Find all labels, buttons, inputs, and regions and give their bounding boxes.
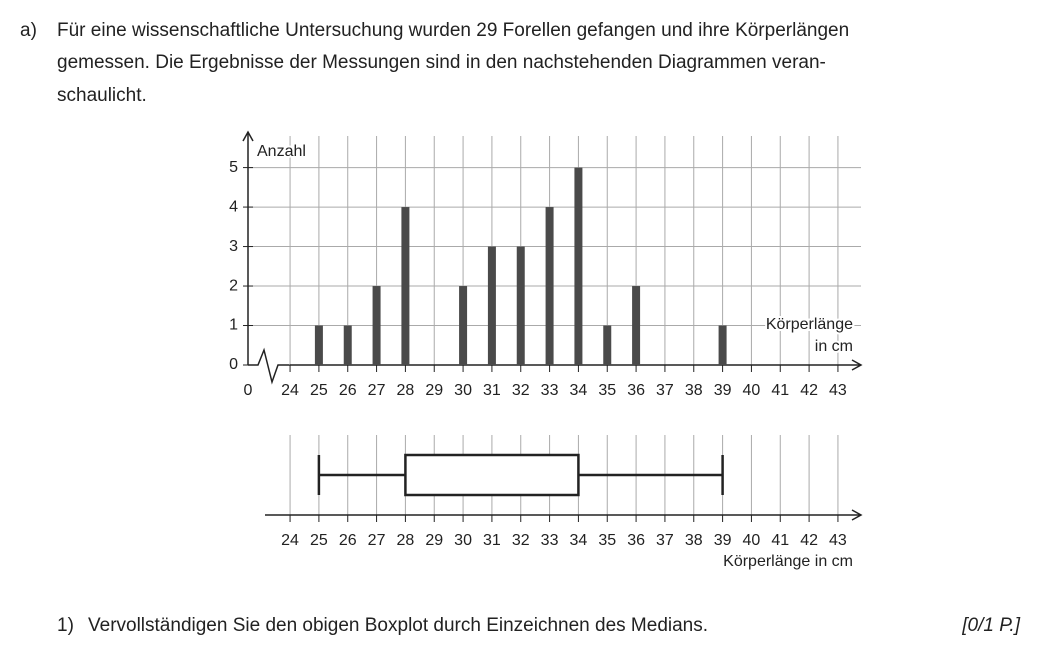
bar <box>574 167 583 365</box>
x-tick-label: 42 <box>800 532 818 549</box>
x-tick-label: 38 <box>685 382 703 399</box>
x-tick-label: 31 <box>483 532 501 549</box>
y-tick-label: 0 <box>229 356 238 373</box>
x-tick-label: 24 <box>281 382 299 399</box>
x-tick-label: 25 <box>310 382 328 399</box>
x-tick-label: 32 <box>512 532 530 549</box>
axis-arrow <box>242 130 254 142</box>
axis-arrow <box>851 359 863 371</box>
bar <box>343 325 352 365</box>
x-tick-label: 41 <box>771 532 789 549</box>
x-tick-label: 27 <box>368 382 386 399</box>
y-tick-label: 1 <box>229 317 238 334</box>
bar <box>401 207 410 365</box>
y-tick-label: 2 <box>229 277 238 294</box>
x-tick-label: 28 <box>397 382 415 399</box>
x-tick-label: 26 <box>339 382 357 399</box>
x-tick-label: 33 <box>541 532 559 549</box>
y-tick-label: 5 <box>229 159 238 176</box>
bar <box>487 246 496 365</box>
bar <box>372 286 381 365</box>
x-tick-label: 43 <box>829 382 847 399</box>
x-tick-label: 33 <box>541 382 559 399</box>
x-axis-label: Körperlänge in cm <box>723 553 853 570</box>
paragraph-line: schaulicht. <box>57 85 147 106</box>
x-tick-label: 40 <box>743 532 761 549</box>
x-axis-label: Körperlänge <box>766 316 853 333</box>
x-tick-label: 28 <box>397 532 415 549</box>
task-points: [0/1 P.] <box>962 615 1020 636</box>
task-number: 1) <box>57 615 74 636</box>
y-tick-label: 3 <box>229 238 238 255</box>
x-tick-label: 24 <box>281 532 299 549</box>
x-tick-label: 38 <box>685 532 703 549</box>
x-tick-label: 26 <box>339 532 357 549</box>
bar <box>603 325 612 365</box>
x-tick-label: 43 <box>829 532 847 549</box>
axis-break <box>248 347 290 385</box>
bar <box>545 207 554 365</box>
x-tick-label: 30 <box>454 532 472 549</box>
x-tick-label: 36 <box>627 382 645 399</box>
bar <box>314 325 323 365</box>
x-tick-label: 31 <box>483 382 501 399</box>
bar <box>516 246 525 365</box>
x-tick-label: 30 <box>454 382 472 399</box>
paragraph-line: gemessen. Die Ergebnisse der Messungen s… <box>57 52 826 73</box>
x-tick-label: 41 <box>771 382 789 399</box>
x-tick-label: 27 <box>368 532 386 549</box>
y-tick-label: 4 <box>229 198 238 215</box>
x-tick-label: 37 <box>656 532 674 549</box>
bar <box>459 286 468 365</box>
x-axis-label: in cm <box>815 338 853 355</box>
x-tick-label: 39 <box>714 532 732 549</box>
y-axis-label: Anzahl <box>257 143 306 160</box>
x-tick-label: 29 <box>425 382 443 399</box>
bar <box>632 286 641 365</box>
bar <box>718 325 727 365</box>
x-tick-label: 35 <box>598 532 616 549</box>
x-tick-label: 42 <box>800 382 818 399</box>
x-tick-label: 34 <box>570 532 588 549</box>
x-tick-label: 25 <box>310 532 328 549</box>
item-label: a) <box>20 20 37 41</box>
task-text: Vervollständigen Sie den obigen Boxplot … <box>88 615 709 636</box>
x-tick-label: 37 <box>656 382 674 399</box>
axis-arrow <box>851 509 863 521</box>
x-tick-label: 36 <box>627 532 645 549</box>
box <box>404 453 580 497</box>
x-tick-label: 40 <box>743 382 761 399</box>
x-tick-label: 39 <box>714 382 732 399</box>
x-origin-label: 0 <box>244 382 253 399</box>
x-tick-label: 35 <box>598 382 616 399</box>
x-tick-label: 34 <box>570 382 588 399</box>
x-tick-label: 32 <box>512 382 530 399</box>
paragraph-line: Für eine wissenschaftliche Untersuchung … <box>57 20 850 41</box>
x-tick-label: 29 <box>425 532 443 549</box>
